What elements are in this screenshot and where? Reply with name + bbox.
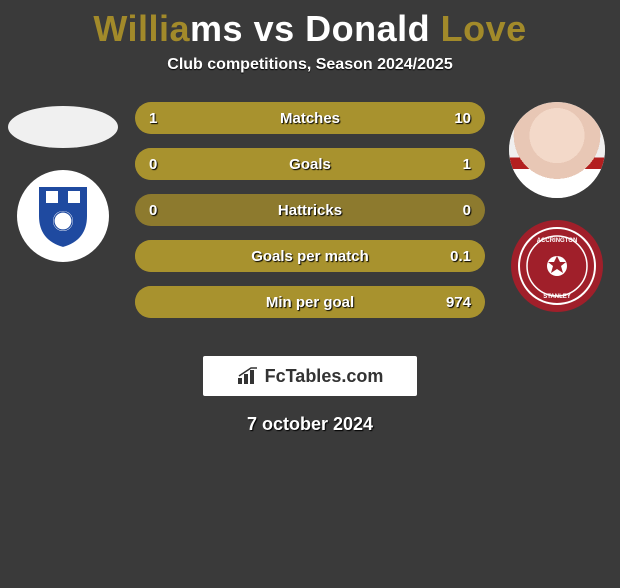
- brand-box[interactable]: FcTables.com: [203, 356, 417, 396]
- chart-icon: [237, 367, 259, 385]
- stat-label: Goals per match: [251, 248, 369, 265]
- svg-text:STANLEY: STANLEY: [543, 294, 571, 300]
- stat-value-left: 0: [149, 202, 157, 219]
- stat-label: Matches: [280, 110, 340, 127]
- stat-value-right: 1: [463, 156, 471, 173]
- stat-bar: 0 Hattricks 0: [135, 194, 485, 226]
- stat-value-right: 0: [463, 202, 471, 219]
- page-title: Williams vs Donald Love: [0, 8, 620, 50]
- stat-bar: Min per goal 974: [135, 286, 485, 318]
- subtitle: Club competitions, Season 2024/2025: [0, 56, 620, 74]
- player-face-placeholder: [509, 102, 605, 198]
- stat-bar: 1 Matches 10: [135, 102, 485, 134]
- stat-label: Hattricks: [278, 202, 342, 219]
- stat-bar: Goals per match 0.1: [135, 240, 485, 272]
- shield-icon: [28, 181, 98, 251]
- stat-label: Goals: [289, 156, 331, 173]
- comparison-panel: 1Matches100Goals10Hattricks0Goals per ma…: [0, 102, 620, 342]
- club-badge-left: [17, 170, 109, 262]
- title-right-highlight: Love: [441, 8, 527, 49]
- player-right-column: ACCRINGTON STANLEY: [502, 102, 612, 312]
- stat-value-left: 1: [149, 110, 157, 127]
- player-right-photo: [509, 102, 605, 198]
- title-mid: ms vs Donald: [190, 8, 441, 49]
- stat-value-right: 974: [446, 294, 471, 311]
- stat-bars: 1Matches100Goals10Hattricks0Goals per ma…: [135, 102, 485, 332]
- stat-value-right: 10: [454, 110, 471, 127]
- player-left-column: [8, 102, 118, 262]
- club-badge-right: ACCRINGTON STANLEY: [511, 220, 603, 312]
- brand-label: FcTables.com: [265, 366, 384, 387]
- title-left-highlight: Willia: [93, 8, 190, 49]
- stat-value-left: 0: [149, 156, 157, 173]
- svg-text:ACCRINGTON: ACCRINGTON: [537, 238, 578, 244]
- player-left-photo: [8, 106, 118, 148]
- stat-label: Min per goal: [266, 294, 354, 311]
- crest-icon: ACCRINGTON STANLEY: [517, 226, 597, 306]
- stat-bar: 0 Goals 1: [135, 148, 485, 180]
- stat-value-right: 0.1: [450, 248, 471, 265]
- date-label: 7 october 2024: [0, 414, 620, 435]
